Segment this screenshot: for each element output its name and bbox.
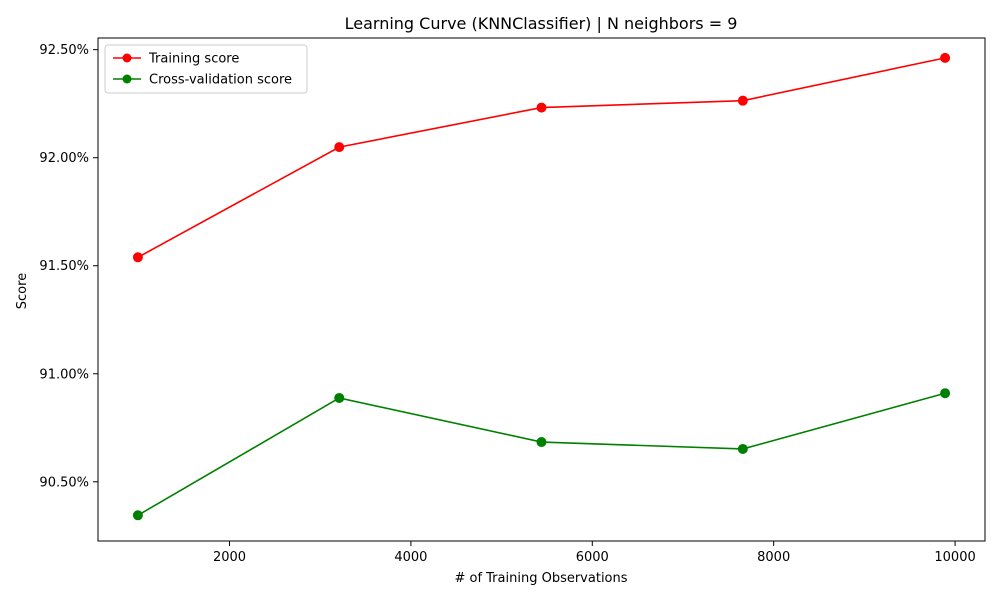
x-axis: 2000 4000 6000 8000 10000: [213, 541, 976, 565]
series-group: [132, 52, 951, 521]
y-axis: 90.50% 91.00% 91.50% 92.00% 92.50%: [39, 43, 98, 490]
data-point: [334, 392, 345, 403]
data-point: [536, 102, 547, 113]
x-tick-label: 4000: [394, 550, 427, 565]
y-tick-label: 90.50%: [39, 475, 89, 490]
y-tick-label: 92.50%: [39, 43, 89, 58]
y-axis-label: Score: [15, 273, 30, 309]
series-0: [132, 52, 951, 263]
y-tick-label: 91.00%: [39, 367, 89, 382]
data-point: [737, 95, 748, 106]
legend-label: Training score: [148, 52, 239, 67]
data-point: [940, 388, 951, 399]
data-point: [737, 443, 748, 454]
plot-frame: [97, 37, 986, 542]
x-tick-label: 2000: [213, 550, 246, 565]
legend-box: [104, 44, 308, 94]
data-point: [334, 142, 345, 153]
legend-entry: Cross-validation score: [113, 73, 292, 88]
legend-label: Cross-validation score: [149, 73, 292, 88]
x-tick-label: 10000: [934, 550, 975, 565]
y-tick-label: 92.00%: [39, 151, 89, 166]
legend: Training score Cross-validation score: [104, 44, 308, 94]
data-point: [536, 437, 547, 448]
data-point: [132, 510, 143, 521]
x-tick-label: 8000: [757, 550, 790, 565]
series-1: [132, 388, 951, 521]
legend-entry: Training score: [113, 52, 239, 67]
x-axis-label: # of Training Observations: [454, 571, 627, 586]
chart-title: Learning Curve (KNNClassifier) | N neigh…: [345, 14, 738, 33]
data-point: [132, 252, 143, 263]
y-tick-label: 91.50%: [39, 259, 89, 274]
x-tick-label: 6000: [576, 550, 609, 565]
series-line: [137, 392, 946, 516]
legend-marker: [122, 74, 132, 84]
data-point: [940, 52, 951, 63]
plot-area: [97, 37, 986, 542]
legend-marker: [122, 53, 132, 63]
